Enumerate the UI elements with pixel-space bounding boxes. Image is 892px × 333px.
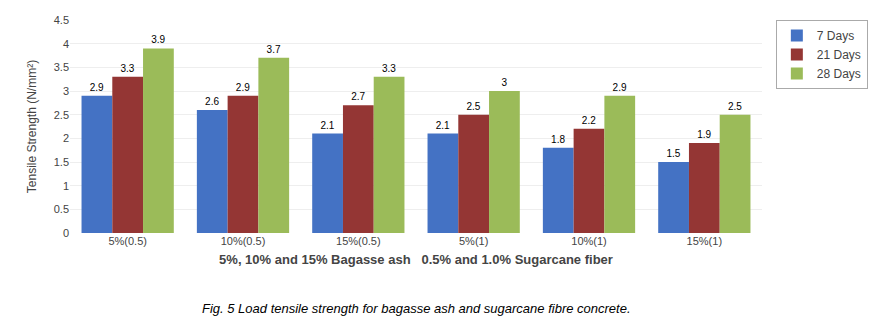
svg-text:21 Days: 21 Days (817, 48, 861, 62)
svg-text:Tensile Strength (N/mm²): Tensile Strength (N/mm²) (25, 60, 39, 193)
svg-text:1.5: 1.5 (666, 148, 680, 159)
svg-text:2.9: 2.9 (613, 82, 627, 93)
svg-text:7 Days: 7 Days (817, 29, 854, 43)
svg-text:2.1: 2.1 (320, 120, 334, 131)
svg-text:2.9: 2.9 (236, 82, 250, 93)
svg-text:Fig. 5 Load tensile strength f: Fig. 5 Load tensile strength for bagasse… (202, 301, 631, 316)
svg-text:3.9: 3.9 (151, 34, 165, 45)
svg-text:1.5: 1.5 (54, 156, 69, 168)
svg-text:28 Days: 28 Days (817, 67, 861, 81)
svg-text:15%(1): 15%(1) (687, 235, 722, 247)
svg-text:3.7: 3.7 (267, 44, 281, 55)
svg-text:4.5: 4.5 (54, 14, 69, 26)
svg-text:10%(0.5): 10%(0.5) (221, 235, 266, 247)
svg-text:2.9: 2.9 (90, 82, 104, 93)
svg-text:2: 2 (63, 132, 69, 144)
svg-text:3.3: 3.3 (120, 63, 134, 74)
svg-text:4: 4 (63, 38, 69, 50)
svg-text:3.5: 3.5 (54, 61, 69, 73)
svg-text:5%(1): 5%(1) (459, 235, 488, 247)
svg-text:1.8: 1.8 (551, 134, 565, 145)
svg-text:2.5: 2.5 (54, 109, 69, 121)
svg-text:2.5: 2.5 (466, 101, 480, 112)
svg-text:2.5: 2.5 (728, 101, 742, 112)
svg-text:5%(0.5): 5%(0.5) (108, 235, 147, 247)
svg-text:2.2: 2.2 (582, 115, 596, 126)
svg-text:2.1: 2.1 (436, 120, 450, 131)
svg-text:1.9: 1.9 (697, 129, 711, 140)
svg-text:3.3: 3.3 (382, 63, 396, 74)
svg-text:3: 3 (63, 85, 69, 97)
svg-text:5%, 10% and 15% Bagasse ash: 5%, 10% and 15% Bagasse ash 0.5% and 1.0… (219, 252, 613, 267)
svg-text:10%(1): 10%(1) (571, 235, 606, 247)
svg-text:0: 0 (63, 227, 69, 239)
svg-text:1: 1 (63, 180, 69, 192)
svg-text:3: 3 (501, 77, 507, 88)
svg-text:2.7: 2.7 (351, 91, 365, 102)
svg-text:15%(0.5): 15%(0.5) (336, 235, 381, 247)
svg-text:0.5: 0.5 (54, 203, 69, 215)
svg-text:2.6: 2.6 (205, 96, 219, 107)
